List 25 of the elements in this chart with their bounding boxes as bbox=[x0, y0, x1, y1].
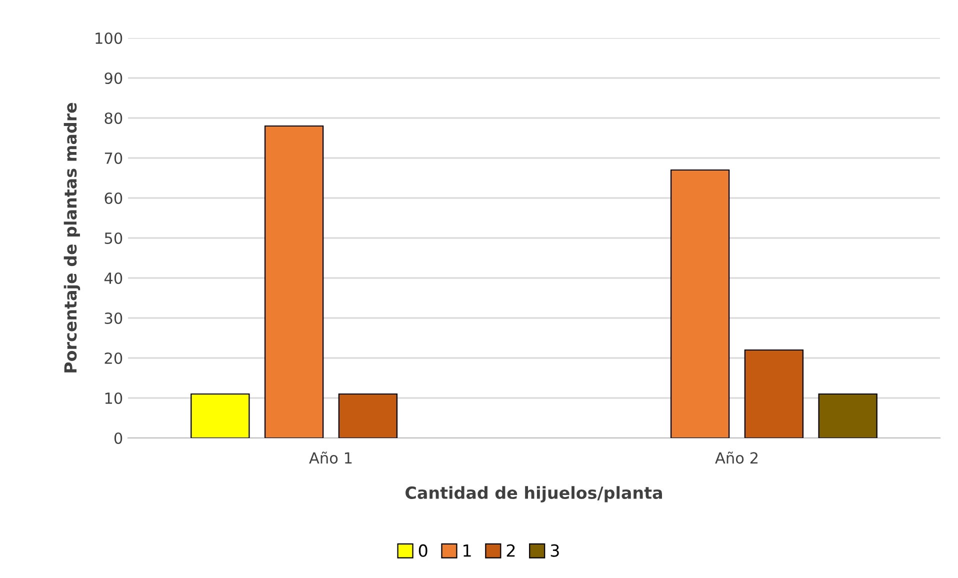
bar bbox=[264, 125, 324, 438]
y-tick-label: 90 bbox=[104, 72, 122, 84]
y-tick-label: 10 bbox=[105, 392, 122, 404]
y-tick-label: 70 bbox=[104, 152, 122, 164]
x-axis-title: Cantidad de hijuelos/planta bbox=[406, 486, 662, 502]
y-tick-label: 30 bbox=[104, 312, 122, 324]
bar bbox=[190, 393, 250, 438]
y-tick-label: 50 bbox=[104, 232, 122, 244]
y-tick-label: 0 bbox=[114, 432, 122, 444]
bar bbox=[338, 393, 398, 438]
y-tick-label: 80 bbox=[104, 112, 122, 124]
bar bbox=[670, 169, 730, 438]
legend-label: 1 bbox=[464, 544, 471, 557]
y-tick-label: 20 bbox=[104, 352, 122, 364]
bar bbox=[744, 349, 804, 438]
legend-label: 0 bbox=[418, 544, 428, 557]
legend-label: 3 bbox=[550, 544, 559, 557]
legend-label: 2 bbox=[506, 544, 515, 557]
x-tick-label: Año 2 bbox=[715, 452, 758, 464]
y-tick-label: 100 bbox=[96, 32, 122, 44]
y-tick-label: 60 bbox=[104, 192, 122, 204]
y-tick-label: 40 bbox=[104, 272, 122, 284]
x-tick-label: Año 1 bbox=[309, 452, 352, 464]
bar bbox=[818, 393, 878, 438]
y-axis-title: Porcentaje de plantas madre bbox=[64, 102, 80, 372]
